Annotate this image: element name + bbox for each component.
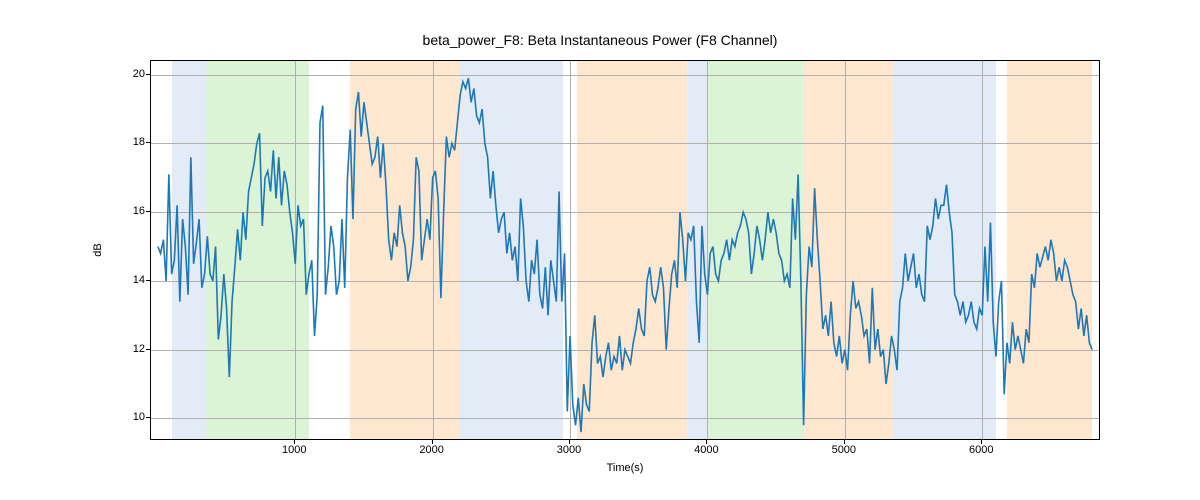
chart-title: beta_power_F8: Beta Instantaneous Power … (0, 32, 1200, 48)
x-axis-label: Time(s) (607, 462, 644, 474)
x-tick-label: 3000 (557, 444, 581, 456)
x-tick-label: 5000 (832, 444, 856, 456)
plot-area (150, 60, 1100, 440)
y-tick-label: 10 (105, 411, 145, 423)
y-tick-label: 18 (105, 136, 145, 148)
x-tick-label: 2000 (419, 444, 443, 456)
data-line (151, 61, 1099, 439)
y-tick-label: 16 (105, 205, 145, 217)
x-tick-label: 1000 (282, 444, 306, 456)
y-tick-label: 20 (105, 68, 145, 80)
x-tick-label: 4000 (694, 444, 718, 456)
series-line (158, 78, 1092, 432)
y-tick-label: 12 (105, 343, 145, 355)
x-tick-label: 6000 (969, 444, 993, 456)
y-tick-label: 14 (105, 274, 145, 286)
y-axis-label: dB (92, 243, 104, 256)
chart-figure: beta_power_F8: Beta Instantaneous Power … (0, 0, 1200, 500)
